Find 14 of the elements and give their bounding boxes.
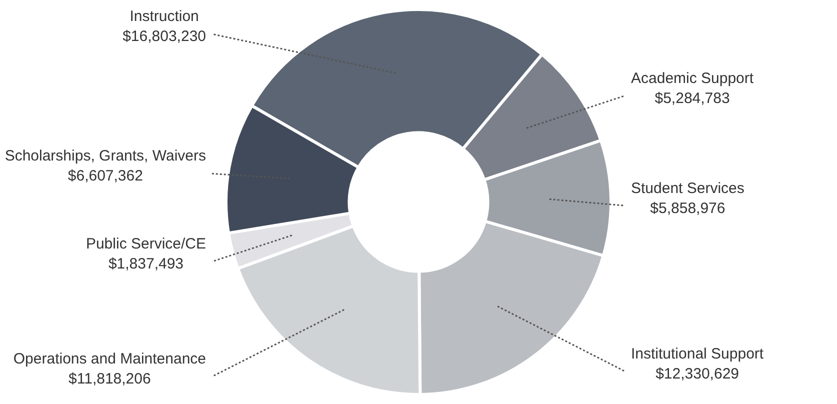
slice-label: Public Service/CE xyxy=(86,236,206,253)
slice-label: Institutional Support xyxy=(630,346,764,363)
data-label: $12,330,629 xyxy=(656,366,739,383)
data-label: $5,284,783 xyxy=(654,90,730,107)
slice-label: Operations and Maintenance xyxy=(13,350,206,368)
data-label: $11,818,206 xyxy=(68,370,151,388)
slice-label: Scholarships, Grants, Waivers xyxy=(4,148,206,165)
slice-label: Instruction xyxy=(130,8,199,26)
data-label: $1,837,493 xyxy=(108,256,184,273)
slice-label: Academic Support xyxy=(630,70,754,87)
data-label: $5,858,976 xyxy=(650,200,726,217)
slice-label: Student Services xyxy=(630,180,744,197)
data-label: $6,607,362 xyxy=(68,168,143,185)
data-label: $16,803,230 xyxy=(122,28,206,46)
